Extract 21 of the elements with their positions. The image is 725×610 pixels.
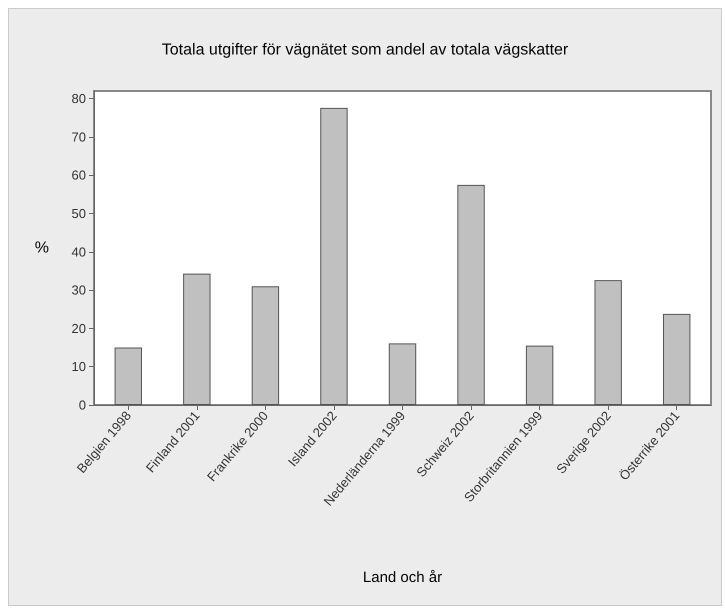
bar — [183, 274, 211, 405]
y-tick-label: 20 — [72, 320, 86, 336]
y-tick-label: 40 — [72, 244, 86, 260]
y-tick-label: 60 — [72, 168, 86, 183]
bar — [663, 314, 690, 405]
y-tick-label: 80 — [72, 91, 86, 106]
bar — [526, 346, 554, 405]
bar — [320, 108, 348, 405]
y-tick-label: 10 — [72, 359, 86, 374]
bar — [114, 348, 142, 405]
y-tick-label: 70 — [72, 129, 86, 144]
chart-title: Totala utgifter för vägnätet som andel av totala vägskatter — [162, 42, 569, 58]
y-tick-label: 50 — [72, 206, 86, 222]
bar — [457, 184, 485, 405]
bar — [388, 343, 416, 405]
y-tick-label: 30 — [72, 282, 86, 298]
bar — [252, 286, 280, 405]
x-axis-title: Land och år — [362, 569, 442, 586]
y-tick-label: 0 — [78, 398, 86, 412]
bar — [594, 280, 622, 405]
y-axis-title: % — [34, 240, 49, 256]
